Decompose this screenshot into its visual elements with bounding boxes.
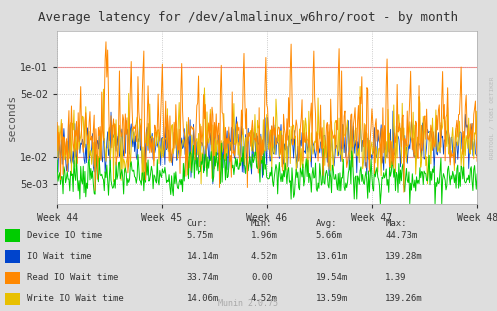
Text: 4.52m: 4.52m	[251, 295, 278, 303]
Text: Max:: Max:	[385, 219, 407, 228]
Text: 14.14m: 14.14m	[186, 252, 219, 261]
Text: 5.75m: 5.75m	[186, 231, 213, 240]
Text: Write IO Wait time: Write IO Wait time	[27, 295, 124, 303]
Text: 4.52m: 4.52m	[251, 252, 278, 261]
Text: Device IO time: Device IO time	[27, 231, 102, 240]
Text: 139.28m: 139.28m	[385, 252, 423, 261]
Text: 1.96m: 1.96m	[251, 231, 278, 240]
Text: 44.73m: 44.73m	[385, 231, 417, 240]
Text: 19.54m: 19.54m	[316, 273, 348, 282]
Text: Min:: Min:	[251, 219, 272, 228]
Text: RRDTOOL / TOBI OETIKER: RRDTOOL / TOBI OETIKER	[490, 77, 495, 160]
Y-axis label: seconds: seconds	[7, 94, 17, 141]
Text: Average latency for /dev/almalinux_w6hro/root - by month: Average latency for /dev/almalinux_w6hro…	[38, 11, 459, 24]
Text: 13.61m: 13.61m	[316, 252, 348, 261]
Text: Avg:: Avg:	[316, 219, 337, 228]
Text: 33.74m: 33.74m	[186, 273, 219, 282]
Text: Cur:: Cur:	[186, 219, 208, 228]
Text: Munin 2.0.75: Munin 2.0.75	[219, 299, 278, 308]
Text: 14.06m: 14.06m	[186, 295, 219, 303]
Text: 139.26m: 139.26m	[385, 295, 423, 303]
Text: 5.66m: 5.66m	[316, 231, 342, 240]
Text: 1.39: 1.39	[385, 273, 407, 282]
Text: IO Wait time: IO Wait time	[27, 252, 92, 261]
Text: 0.00: 0.00	[251, 273, 272, 282]
Text: Read IO Wait time: Read IO Wait time	[27, 273, 119, 282]
Text: 13.59m: 13.59m	[316, 295, 348, 303]
